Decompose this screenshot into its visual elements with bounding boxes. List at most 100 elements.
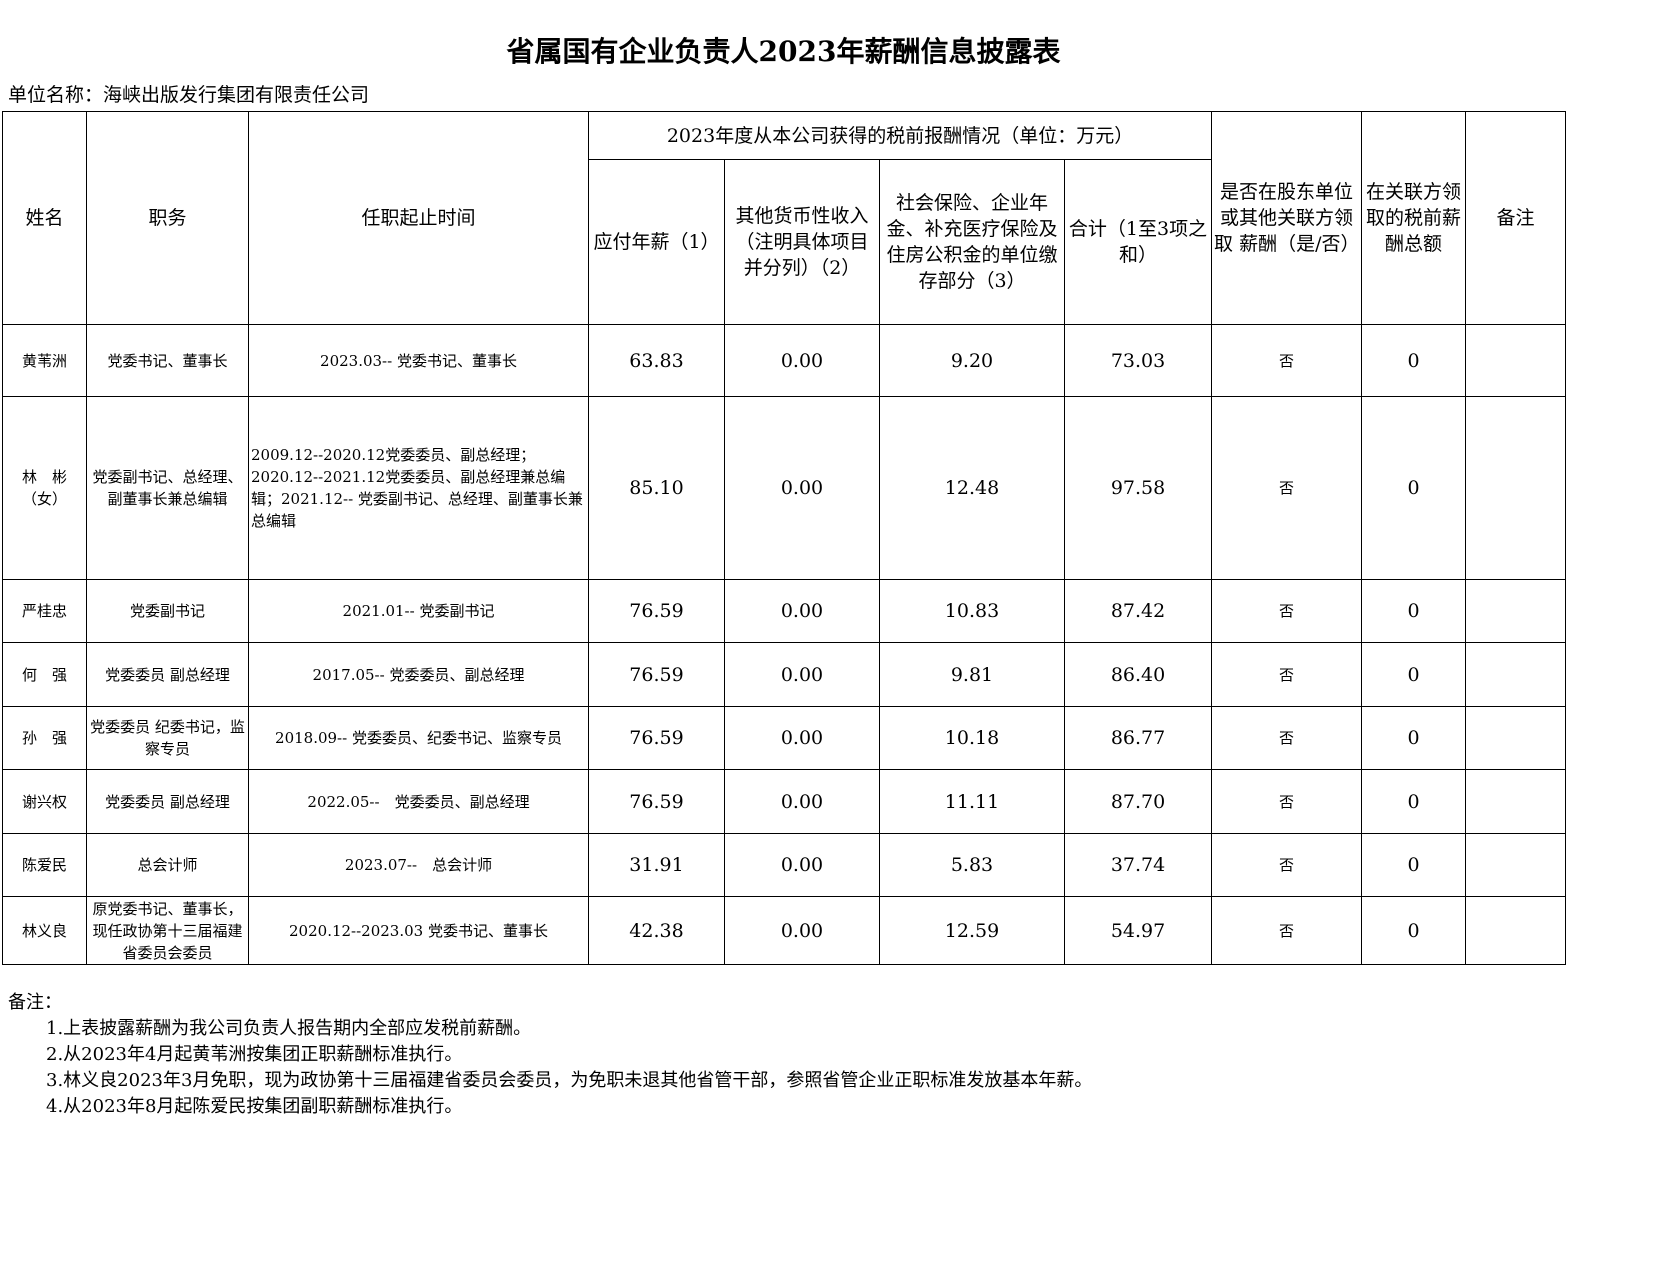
cell-related-amount: 0 — [1361, 324, 1467, 397]
cell-name: 谢兴权 — [2, 769, 87, 834]
table-row: 孙 强党委委员 纪委书记，监察专员 2018.09-- 党委委员、纪委书记、监察专… — [2, 706, 1567, 770]
cell-related: 否 — [1211, 769, 1363, 834]
cell-tenure: 2018.09-- 党委委员、纪委书记、监察专员 — [248, 706, 589, 770]
cell-other: 0.00 — [724, 769, 880, 834]
cell-tenure: 2021.01-- 党委副书记 — [248, 579, 589, 643]
cell-remark — [1465, 833, 1567, 897]
table-row: 何 强党委委员 副总经理 2017.05-- 党委委员、副总经理 76.59 0.00… — [2, 642, 1567, 707]
cell-tenure: 2023.07-- 总会计师 — [248, 833, 589, 897]
cell-other: 0.00 — [724, 579, 880, 643]
header-related: 是否在股东单位或其他关联方领取 薪酬（是/否） — [1211, 111, 1363, 325]
cell-insurance: 12.48 — [879, 396, 1065, 580]
cell-related: 否 — [1211, 833, 1363, 897]
cell-insurance: 11.11 — [879, 769, 1065, 834]
table-row: 黄苇洲 党委书记、董事长 2023.03-- 党委书记、董事长 63.83 0.00 9.… — [2, 324, 1567, 397]
header-position: 职务 — [86, 111, 249, 325]
cell-total: 86.40 — [1063, 642, 1213, 707]
table-row: 严桂忠 党委副书记 2021.01-- 党委副书记 76.59 0.00 10.83 87.… — [2, 579, 1567, 643]
cell-related-amount: 0 — [1361, 769, 1467, 834]
cell-related: 否 — [1211, 706, 1363, 770]
cell-insurance: 10.83 — [879, 579, 1065, 643]
cell-insurance: 9.81 — [879, 642, 1065, 707]
cell-insurance: 5.83 — [879, 833, 1065, 897]
cell-remark — [1465, 324, 1567, 397]
cell-salary: 63.83 — [588, 324, 725, 397]
cell-remark — [1465, 706, 1567, 770]
cell-total: 86.77 — [1063, 706, 1213, 770]
table-row: 谢兴权 党委委员 副总经理 2022.05-- 党委委员、副总经理 76.59 0.00… — [2, 769, 1567, 834]
cell-tenure: 2022.05-- 党委委员、副总经理 — [248, 769, 589, 834]
cell-related-amount: 0 — [1361, 896, 1467, 965]
cell-related-amount: 0 — [1361, 642, 1467, 707]
note-item: 4.从2023年8月起陈爱民按集团副职薪酬标准执行。 — [46, 1096, 463, 1117]
cell-position: 党委副书记、总经理、副董事长兼总编辑 — [86, 396, 249, 580]
cell-related: 否 — [1211, 896, 1363, 965]
table-row: 林义良 原党委书记、董事长，现任政协第十三届福建省委员会委员 2020.12--20… — [2, 896, 1567, 965]
cell-salary: 76.59 — [588, 642, 725, 707]
cell-name: 何 强 — [2, 642, 87, 707]
cell-other: 0.00 — [724, 706, 880, 770]
note-item: 1.上表披露薪酬为我公司负责人报告期内全部应发税前薪酬。 — [46, 1018, 532, 1039]
cell-position: 党委委员 纪委书记，监察专员 — [86, 706, 249, 770]
cell-position: 总会计师 — [86, 833, 249, 897]
cell-salary: 42.38 — [588, 896, 725, 965]
page-title: 省属国有企业负责人2023年薪酬信息披露表 — [506, 35, 1061, 68]
cell-related-amount: 0 — [1361, 579, 1467, 643]
cell-total: 37.74 — [1063, 833, 1213, 897]
cell-salary: 31.91 — [588, 833, 725, 897]
cell-position: 党委书记、董事长 — [86, 324, 249, 397]
cell-tenure: 2023.03-- 党委书记、董事长 — [248, 324, 589, 397]
cell-related-amount: 0 — [1361, 396, 1467, 580]
cell-tenure: 2009.12--2020.12党委委员、副总经理；2020.12--2021.… — [248, 396, 589, 580]
cell-name: 林义良 — [2, 896, 87, 965]
cell-salary: 76.59 — [588, 579, 725, 643]
cell-name: 严桂忠 — [2, 579, 87, 643]
cell-related-amount: 0 — [1361, 833, 1467, 897]
cell-total: 73.03 — [1063, 324, 1213, 397]
header-salary: 应付年薪（1） — [588, 159, 725, 325]
salary-table: 姓名 职务 任职起止时间 2023年度从本公司获得的税前报酬情况（单位：万元） … — [2, 111, 1567, 965]
cell-total: 97.58 — [1063, 396, 1213, 580]
cell-remark — [1465, 396, 1567, 580]
cell-other: 0.00 — [724, 833, 880, 897]
cell-related-amount: 0 — [1361, 706, 1467, 770]
cell-name: 黄苇洲 — [2, 324, 87, 397]
cell-insurance: 10.18 — [879, 706, 1065, 770]
cell-salary: 85.10 — [588, 396, 725, 580]
cell-position: 党委委员 副总经理 — [86, 769, 249, 834]
cell-remark — [1465, 896, 1567, 965]
cell-other: 0.00 — [724, 396, 880, 580]
header-remark: 备注 — [1465, 111, 1567, 325]
cell-remark — [1465, 579, 1567, 643]
table-row: 陈爱民 总会计师 2023.07-- 总会计师 31.91 0.00 5.83 37.74 否… — [2, 833, 1567, 897]
header-tenure: 任职起止时间 — [248, 111, 589, 325]
header-related-amount: 在关联方领取的税前薪酬总额 — [1361, 111, 1467, 325]
cell-related: 否 — [1211, 642, 1363, 707]
cell-total: 54.97 — [1063, 896, 1213, 965]
cell-tenure: 2017.05-- 党委委员、副总经理 — [248, 642, 589, 707]
cell-name: 陈爱民 — [2, 833, 87, 897]
note-item: 3.林义良2023年3月免职，现为政协第十三届福建省委员会委员，为免职未退其他省… — [46, 1070, 1093, 1091]
cell-tenure: 2020.12--2023.03 党委书记、董事长 — [248, 896, 589, 965]
cell-related: 否 — [1211, 324, 1363, 397]
cell-position: 原党委书记、董事长，现任政协第十三届福建省委员会委员 — [86, 896, 249, 965]
header-total: 合计（1至3项之和） — [1063, 159, 1213, 325]
header-insurance: 社会保险、企业年金、补充医疗保险及住房公积金的单位缴存部分（3） — [879, 159, 1065, 325]
cell-insurance: 9.20 — [879, 324, 1065, 397]
cell-total: 87.70 — [1063, 769, 1213, 834]
cell-name: 孙 强 — [2, 706, 87, 770]
cell-position: 党委委员 副总经理 — [86, 642, 249, 707]
table-row: 林 彬（女） 党委副书记、总经理、副董事长兼总编辑 2009.12--2020.12… — [2, 396, 1567, 580]
cell-name: 林 彬（女） — [2, 396, 87, 580]
note-item: 2.从2023年4月起黄苇洲按集团正职薪酬标准执行。 — [46, 1044, 463, 1065]
cell-other: 0.00 — [724, 896, 880, 965]
unit-name: 单位名称：海峡出版发行集团有限责任公司 — [8, 84, 370, 106]
notes-label: 备注： — [8, 992, 62, 1013]
cell-other: 0.00 — [724, 642, 880, 707]
cell-related: 否 — [1211, 396, 1363, 580]
cell-remark — [1465, 642, 1567, 707]
cell-remark — [1465, 769, 1567, 834]
cell-position: 党委副书记 — [86, 579, 249, 643]
header-name: 姓名 — [2, 111, 87, 325]
cell-total: 87.42 — [1063, 579, 1213, 643]
